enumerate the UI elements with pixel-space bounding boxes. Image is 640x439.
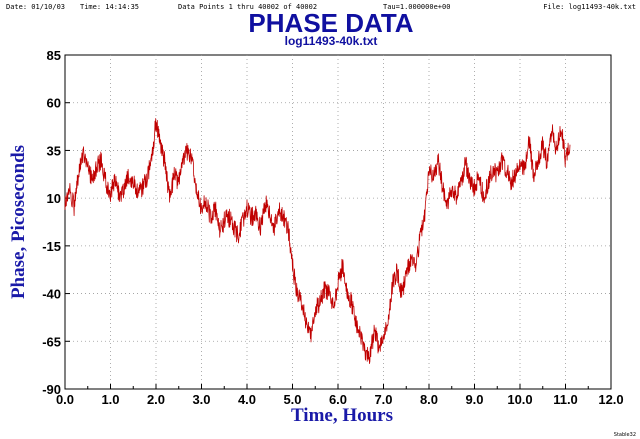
chart-subtitle: log11493-40k.txt xyxy=(285,34,378,48)
y-axis-label: Phase, Picoseconds xyxy=(8,145,29,299)
y-tick-label: 85 xyxy=(47,48,61,63)
x-tick-label: 5.0 xyxy=(283,392,301,407)
x-tick-label: 1.0 xyxy=(101,392,119,407)
plot-area xyxy=(64,54,612,390)
y-tick-label: -15 xyxy=(42,239,61,254)
y-tick-label: 10 xyxy=(47,191,61,206)
chart-title: PHASE DATA xyxy=(248,8,413,38)
header-file: File: log11493-40k.txt xyxy=(543,3,636,11)
header-date: Date: 01/10/03 xyxy=(6,3,65,11)
x-tick-labels: 0.0 1.0 2.0 3.0 4.0 5.0 6.0 7.0 8.0 9.0 10.0 11.0 12… xyxy=(56,392,624,407)
x-tick-label: 0.0 xyxy=(56,392,74,407)
x-tick-label: 6.0 xyxy=(329,392,347,407)
x-tick-label: 10.0 xyxy=(507,392,532,407)
grid-lines xyxy=(65,55,611,389)
x-tick-label: 11.0 xyxy=(553,392,578,407)
y-tick-labels: 85 60 35 10 -15 -40 -65 -90 xyxy=(42,48,61,397)
footer-program: Stable32 xyxy=(614,432,636,438)
x-tick-label: 2.0 xyxy=(147,392,165,407)
phase-trace xyxy=(64,118,571,365)
y-tick-label: 60 xyxy=(47,96,61,111)
y-tick-label: -65 xyxy=(42,334,61,349)
header-time: Time: 14:14:35 xyxy=(80,3,139,11)
x-tick-label: 9.0 xyxy=(465,392,483,407)
y-tick-label: -40 xyxy=(42,287,61,302)
header-tau: Tau=1.000000e+00 xyxy=(383,3,450,11)
y-tick-label: 35 xyxy=(47,143,61,158)
x-tick-label: 7.0 xyxy=(374,392,392,407)
x-tick-label: 12.0 xyxy=(598,392,623,407)
axis-ticks xyxy=(64,54,612,390)
x-tick-label: 4.0 xyxy=(238,392,256,407)
phase-series-line xyxy=(64,118,571,365)
x-tick-label: 3.0 xyxy=(192,392,210,407)
y-tick-label: -90 xyxy=(42,382,61,397)
x-axis-label: Time, Hours xyxy=(291,405,393,426)
x-tick-label: 8.0 xyxy=(420,392,438,407)
header-data-points: Data Points 1 thru 40002 of 40002 xyxy=(178,3,317,11)
